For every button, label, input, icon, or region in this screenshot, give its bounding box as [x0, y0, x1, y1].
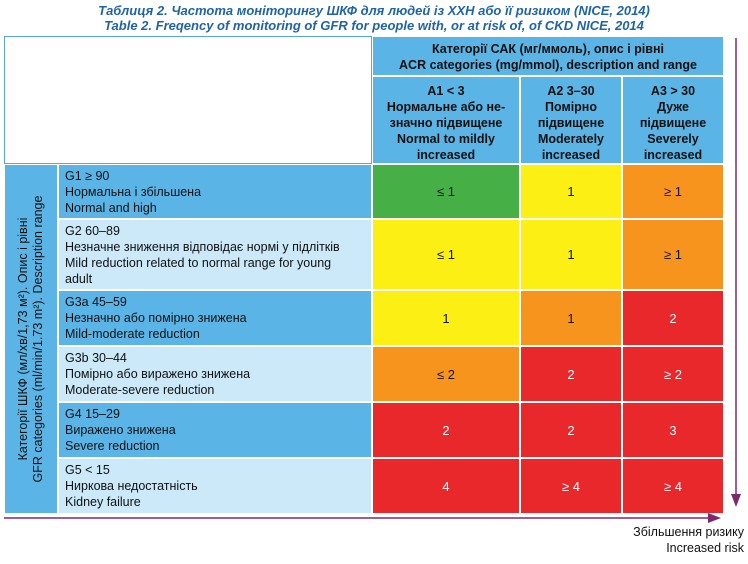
value-cell: 1 — [520, 290, 622, 346]
column-desc-line: значно підвищене — [389, 116, 503, 130]
value-cell: ≤ 2 — [372, 346, 520, 402]
column-desc-line: Дуже — [657, 100, 689, 114]
row-label-g5: G5 < 15 Ниркова недостатність Kidney fai… — [58, 458, 372, 514]
column-header-a2: A2 3–30 Помірно підвищене Moderately inc… — [520, 76, 622, 164]
row-label-line: G1 ≥ 90 — [65, 169, 110, 183]
value-cell: 3 — [622, 402, 724, 458]
column-header-a3: A3 > 30 Дуже підвищене Severely increase… — [622, 76, 724, 164]
row-label-g2: G2 60–89 Незначне зниження відповідає но… — [58, 219, 372, 290]
row-label-line: Kidney failure — [65, 495, 141, 509]
increased-risk-label-en: Increased risk — [666, 541, 744, 555]
column-desc-line: increased — [541, 148, 601, 162]
column-desc-line: Нормальне або не- — [386, 100, 506, 114]
column-desc-line: підвищене — [639, 116, 707, 130]
table-title-uk: Таблиця 2. Частота моніторингу ШКФ для л… — [98, 3, 650, 18]
value-cell: ≥ 4 — [622, 458, 724, 514]
row-label-line: Mild reduction related to normal range f… — [65, 256, 332, 270]
value-cell: 4 — [372, 458, 520, 514]
row-label-g1: G1 ≥ 90 Нормальна і збільшена Normal and… — [58, 164, 372, 219]
value-cell: ≥ 2 — [622, 346, 724, 402]
table-corner — [4, 36, 372, 164]
column-code: A1 < 3 — [427, 84, 465, 98]
value-cell: ≥ 1 — [622, 164, 724, 219]
column-desc-line: Normal to mildly — [397, 132, 495, 146]
value-cell: ≥ 1 — [622, 219, 724, 290]
row-label-line: Ниркова недостатність — [65, 479, 198, 493]
column-desc-line: Помірно — [545, 100, 597, 114]
row-label-line: Severe reduction — [65, 439, 160, 453]
row-label-line: Нормальна і збільшена — [65, 185, 202, 199]
acr-header-en: ACR categories (mg/mmol), description an… — [399, 58, 697, 72]
table-title-en: Table 2. Freqency of monitoring of GFR f… — [104, 18, 644, 33]
column-desc-line: increased — [643, 148, 703, 162]
value-cell: 2 — [520, 402, 622, 458]
acr-categories-header: Категорії САК (мг/ммоль), опис і рівні A… — [372, 36, 724, 76]
value-cell: 1 — [520, 164, 622, 219]
horizontal-risk-arrow-head — [708, 513, 721, 523]
row-label-line: Moderate-severe reduction — [65, 383, 215, 397]
value-cell: 2 — [520, 346, 622, 402]
gfr-categories-side-label: Категорії ШКФ (мл/хв/1,73 м²). Опис і рі… — [4, 164, 58, 514]
row-label-line: G3a 45–59 — [65, 295, 127, 309]
row-label-line: G5 < 15 — [65, 463, 110, 477]
row-label-line: adult — [65, 272, 93, 286]
value-cell: 1 — [372, 290, 520, 346]
row-label-line: G4 15–29 — [65, 407, 120, 421]
value-cell: ≥ 4 — [520, 458, 622, 514]
row-label-g4: G4 15–29 Виражено знижена Severe reducti… — [58, 402, 372, 458]
row-label-line: Виражено знижена — [65, 423, 176, 437]
value-cell: 2 — [622, 290, 724, 346]
row-label-g3a: G3a 45–59 Незначно або помірно знижена M… — [58, 290, 372, 346]
row-label-line: G3b 30–44 — [65, 351, 127, 365]
row-label-g3b: G3b 30–44 Помірно або виражено знижена M… — [58, 346, 372, 402]
acr-header-uk: Категорії САК (мг/ммоль), опис і рівні — [432, 42, 664, 56]
row-label-line: Normal and high — [65, 201, 157, 215]
row-label-line: Mild-moderate reduction — [65, 327, 200, 341]
vertical-risk-arrow-head — [731, 494, 741, 507]
value-cell: ≤ 1 — [372, 164, 520, 219]
row-label-line: G2 60–89 — [65, 224, 120, 238]
value-cell: 1 — [520, 219, 622, 290]
column-code: A2 3–30 — [547, 84, 595, 98]
value-cell: ≤ 1 — [372, 219, 520, 290]
column-desc-line: Moderately — [538, 132, 604, 146]
column-desc-line: підвищене — [537, 116, 605, 130]
column-code: A3 > 30 — [650, 84, 696, 98]
column-desc-line: Severely — [647, 132, 699, 146]
row-label-line: Помірно або виражено знижена — [65, 367, 251, 381]
column-header-a1: A1 < 3 Нормальне або не- значно підвищен… — [372, 76, 520, 164]
column-desc-line: increased — [416, 148, 476, 162]
value-cell: 2 — [372, 402, 520, 458]
row-label-line: Незначне зниження відповідає нормі у під… — [65, 240, 340, 254]
increased-risk-label-uk: Збільшення ризику — [633, 525, 744, 539]
row-label-line: Незначно або помірно знижена — [65, 311, 247, 325]
